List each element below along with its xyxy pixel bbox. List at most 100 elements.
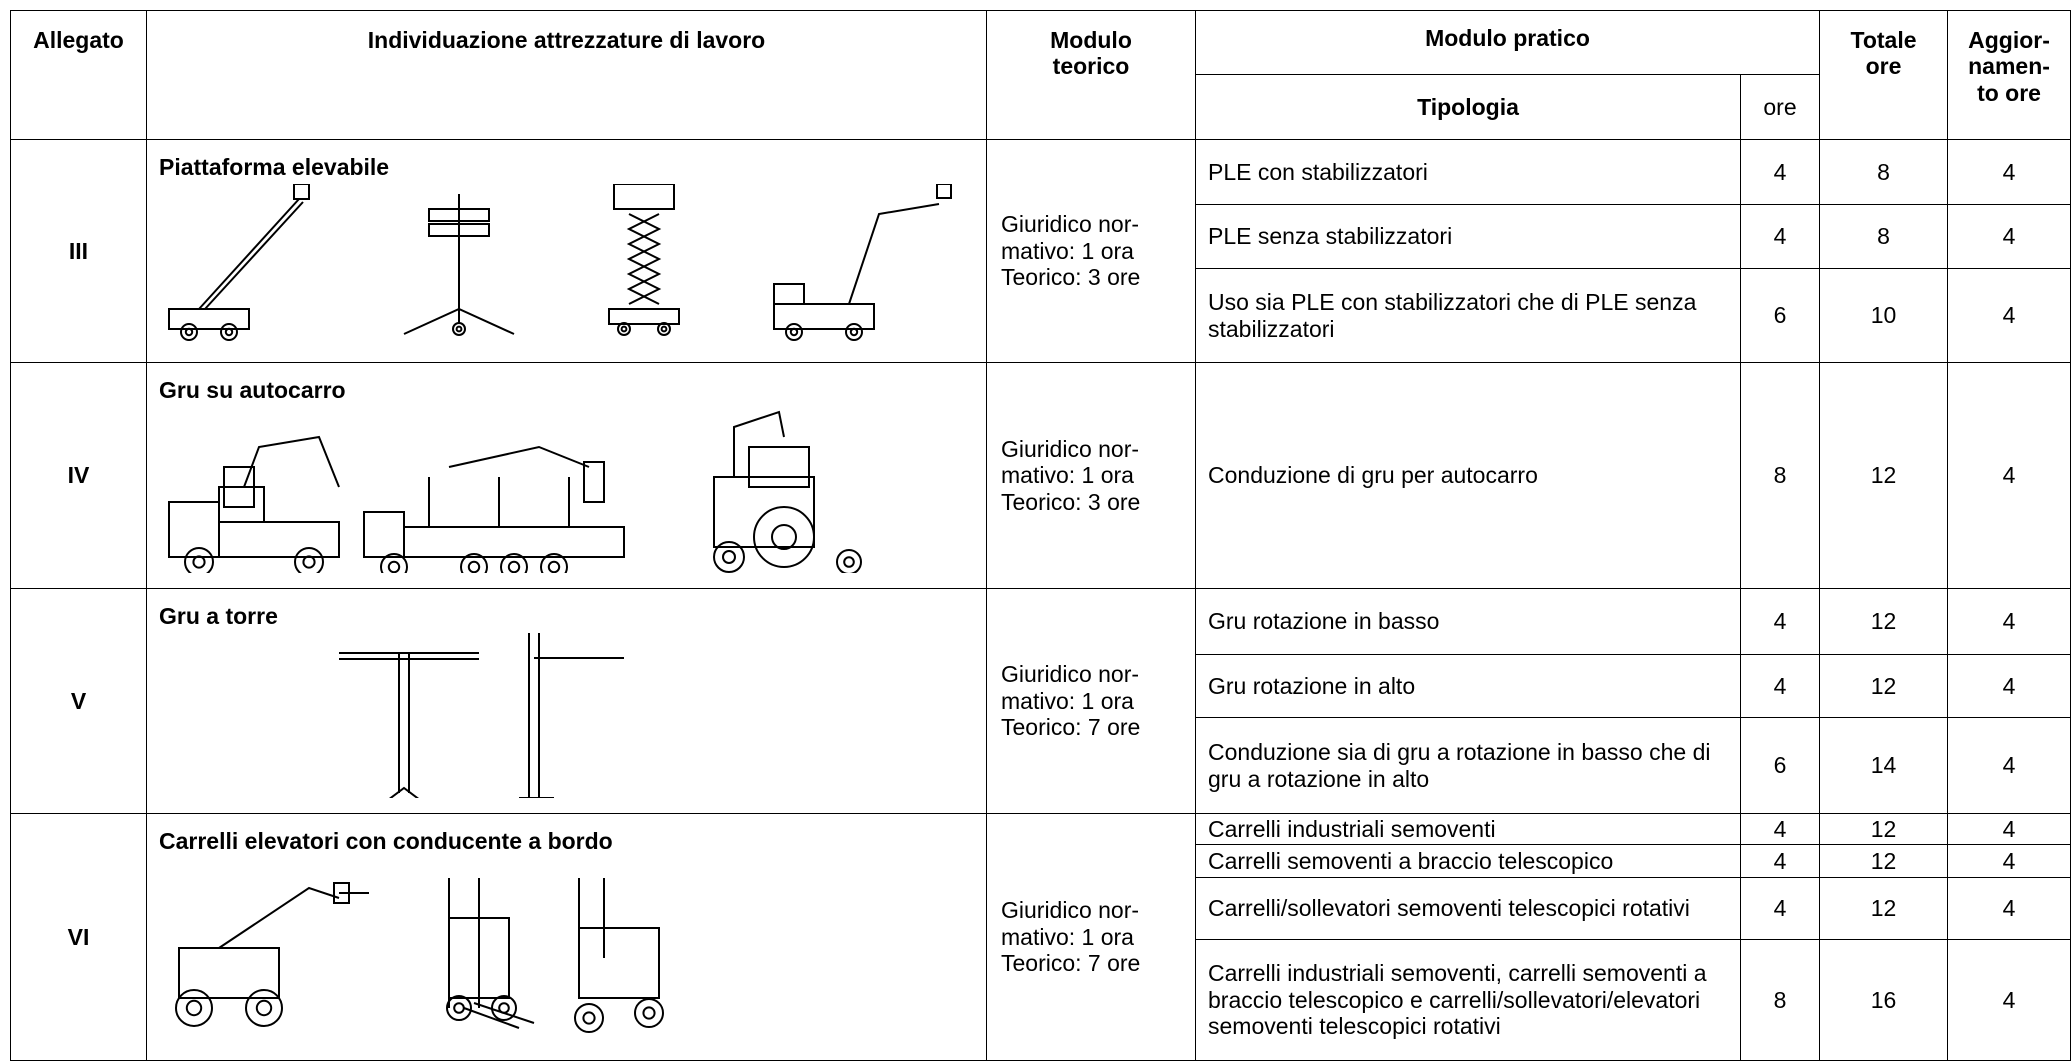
illustration-shape	[184, 547, 214, 574]
illustration-shape	[936, 184, 952, 200]
illustration-shape	[473, 1002, 535, 1025]
illustration-shape	[583, 461, 605, 504]
tipologia-cell: Uso sia PLE con stabilizzatori che di PL…	[1195, 268, 1741, 363]
illustration-shape	[198, 198, 300, 311]
illustration-shape	[617, 322, 631, 337]
totale-cell: 12	[1819, 654, 1949, 718]
illustration-shape	[389, 787, 420, 799]
illustration-shape	[785, 323, 803, 342]
table-row: IV Gru su autocarro Giuridico nor- mativo…	[10, 362, 2071, 589]
illustration-shape	[657, 322, 671, 337]
aggiornamento-cell: 4	[1947, 268, 2071, 363]
aggiornamento-cell: 4	[1947, 844, 2071, 878]
totale-cell: 12	[1819, 877, 1949, 940]
illustration-shape	[626, 213, 662, 306]
equipment-illustration	[159, 184, 974, 347]
illustration-shape	[713, 476, 815, 549]
table-header: Allegato Individuazione attrezzature di …	[10, 10, 2071, 140]
illustration-shape	[634, 998, 664, 1029]
illustration-shape	[713, 541, 745, 574]
header-cell: Individuazione attrezzature di lavoro	[146, 10, 987, 140]
illustration-shape	[608, 308, 680, 326]
aggiornamento-cell: 4	[1947, 362, 2071, 589]
header-row: Tipologia ore	[11, 74, 2071, 140]
attrezzatura-title: Carrelli elevatori con conducente a bord…	[159, 828, 613, 854]
illustration-shape	[223, 466, 255, 509]
aggiornamento-cell: 4	[1947, 717, 2071, 814]
tipologia-cell: Carrelli industriali semoventi	[1195, 813, 1741, 845]
table-row: Carrelli industriali semoventi, carrelli…	[11, 939, 2071, 1061]
ore-cell: 4	[1739, 139, 1821, 205]
ore-cell: 6	[1739, 268, 1821, 363]
tipologia-cell: Gru rotazione in basso	[1195, 588, 1741, 655]
illustration-shape	[460, 553, 488, 574]
illustration-shape	[224, 328, 234, 337]
illustration-shape	[753, 506, 815, 569]
tipologia-cell: Conduzione di gru per autocarro	[1195, 362, 1741, 589]
aggiornamento-cell: 4	[1947, 939, 2071, 1061]
illustration-shape	[180, 323, 198, 342]
illustration-shape	[168, 411, 862, 574]
header-cell: Aggior- namen- to ore	[1947, 10, 2071, 140]
aggiornamento-cell: 4	[1947, 204, 2071, 269]
totale-cell: 12	[1819, 844, 1949, 878]
tipologia-cell: Carrelli industriali semoventi, carrelli…	[1195, 939, 1741, 1061]
tipologia-cell: Carrelli/sollevatori semoventi telescopi…	[1195, 877, 1741, 940]
attrezzatura-title: Piattaforma elevabile	[159, 154, 390, 180]
illustration-shape	[185, 1000, 203, 1017]
illustration-shape	[574, 1003, 604, 1034]
illustration-shape	[463, 1007, 520, 1030]
ore-cell: 6	[1739, 717, 1821, 814]
illustration-shape	[192, 555, 206, 570]
illustration-shape	[204, 201, 304, 311]
illustration-shape	[642, 1006, 656, 1021]
table-row: PLE senza stabilizzatori 4 8 4	[11, 204, 2071, 269]
illustration-shape	[452, 322, 466, 337]
tipologia-cell: PLE con stabilizzatori	[1195, 139, 1741, 205]
illustration-shape	[218, 486, 265, 524]
illustration-shape	[660, 326, 668, 333]
totale-cell: 14	[1819, 717, 1949, 814]
totale-cell: 8	[1819, 139, 1949, 205]
aggiornamento-cell: 4	[1947, 877, 2071, 940]
attrezzatura-cell: Piattaforma elevabile	[146, 139, 987, 363]
illustration-shape	[843, 556, 855, 569]
totale-cell: 12	[1819, 362, 1949, 589]
illustration-shape	[455, 326, 463, 333]
illustration-shape	[220, 323, 238, 342]
attrezzatura-cell: Gru su autocarro	[146, 362, 987, 589]
illustration-shape	[547, 561, 561, 574]
attrezzatura-cell: Gru a torre	[146, 588, 987, 814]
table-row: Gru rotazione in alto 4 12 4	[11, 654, 2071, 718]
attrezzatura-title: Gru a torre	[159, 603, 278, 629]
ore-cell: 4	[1739, 588, 1821, 655]
illustration-shape	[507, 561, 521, 574]
illustration-shape	[218, 521, 340, 559]
header-cell: Tipologia	[1195, 74, 1741, 140]
table-row: V Gru a torre Giuridico nor- mativo: 1 or…	[10, 588, 2071, 814]
table-row: III Piattaforma elevabile Giuridico nor- …	[10, 139, 2071, 363]
table-body: III Piattaforma elevabile Giuridico nor- …	[10, 139, 2071, 1061]
modulo-teorico-cell: Giuridico nor- mativo: 1 ora Teorico: 3 …	[986, 139, 1196, 363]
illustration-shape	[243, 436, 340, 488]
equipment-illustration	[159, 407, 974, 574]
modulo-teorico-cell: Giuridico nor- mativo: 1 ora Teorico: 3 …	[986, 362, 1196, 589]
illustration-shape	[184, 328, 194, 337]
illustration-shape	[387, 561, 401, 574]
illustration-shape	[403, 526, 625, 559]
table-row: Uso sia PLE con stabilizzatori che di PL…	[11, 268, 2071, 363]
header-cell: Totale ore	[1819, 10, 1949, 140]
ore-cell: 4	[1739, 844, 1821, 878]
illustration-shape	[302, 555, 316, 570]
header-cell: Allegato	[10, 10, 147, 140]
illustration-shape	[428, 208, 490, 223]
aggiornamento-cell: 4	[1947, 139, 2071, 205]
ore-cell: 8	[1739, 362, 1821, 589]
table-row: VI Carrelli elevatori con conducente a bo…	[10, 813, 2071, 1061]
tipologia-cell: Gru rotazione in alto	[1195, 654, 1741, 718]
illustration-shape	[380, 553, 408, 574]
illustration-shape	[448, 446, 590, 469]
equipment-illustration	[159, 633, 974, 799]
illustration-shape	[168, 184, 952, 342]
